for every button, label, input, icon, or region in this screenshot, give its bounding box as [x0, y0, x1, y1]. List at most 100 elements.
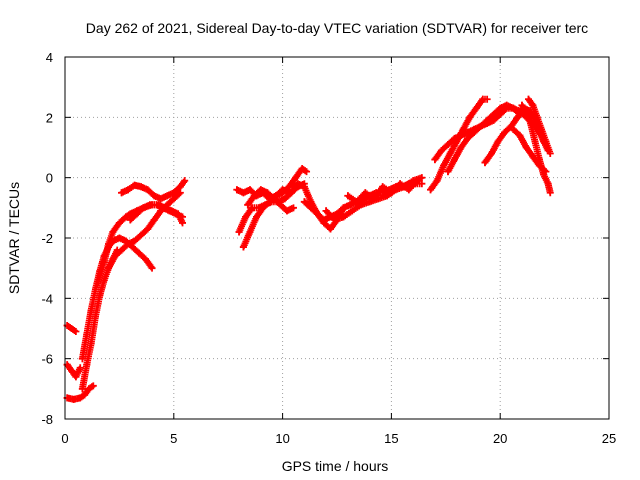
- data-point: [546, 189, 554, 197]
- series-trace: [431, 104, 522, 164]
- data-point: [148, 264, 156, 272]
- data-point: [263, 189, 271, 197]
- data-point: [292, 174, 300, 182]
- data-point: [366, 198, 374, 206]
- data-point: [457, 144, 465, 151]
- data-point: [165, 207, 173, 215]
- series-arc-13: [244, 186, 297, 215]
- data-point: [524, 95, 532, 103]
- data-point: [131, 181, 139, 189]
- data-point: [115, 219, 123, 227]
- chart-title: Day 262 of 2021, Sidereal Day-to-day VTE…: [86, 20, 588, 36]
- data-point: [76, 394, 84, 402]
- data-point: [294, 180, 302, 188]
- data-point: [405, 186, 413, 194]
- data-point: [344, 192, 352, 200]
- data-point: [126, 210, 134, 218]
- data-point: [322, 207, 330, 215]
- data-point: [279, 189, 287, 197]
- data-point: [496, 110, 504, 118]
- y-tick-label: 2: [46, 110, 53, 125]
- series-arc-14: [287, 180, 348, 233]
- data-point: [544, 180, 552, 188]
- data-point: [144, 186, 152, 194]
- data-point: [85, 385, 93, 393]
- y-tick-label: -2: [41, 231, 53, 246]
- data-point: [287, 189, 295, 197]
- data-point: [87, 340, 95, 348]
- data-point: [150, 192, 158, 200]
- series-arc-1: [63, 321, 80, 336]
- data-point: [496, 104, 504, 112]
- data-point: [91, 285, 99, 293]
- data-point: [427, 186, 435, 194]
- data-point: [150, 216, 158, 224]
- data-point: [170, 195, 178, 203]
- data-point: [72, 373, 80, 381]
- data-point: [509, 104, 517, 112]
- data-point: [111, 252, 119, 260]
- data-point: [259, 204, 267, 212]
- data-point: [444, 168, 452, 176]
- x-tick-label: 15: [384, 431, 398, 446]
- data-point: [285, 183, 293, 191]
- data-point: [89, 382, 97, 390]
- series-arc-12: [239, 165, 311, 251]
- data-point: [283, 207, 291, 215]
- data-point: [118, 246, 126, 254]
- data-point: [144, 225, 152, 233]
- data-point: [418, 180, 426, 188]
- data-point: [139, 204, 147, 212]
- data-point: [320, 216, 328, 224]
- series-arc-23: [524, 95, 554, 158]
- data-point: [105, 240, 113, 248]
- data-point: [383, 192, 391, 200]
- data-point: [546, 150, 554, 158]
- data-point: [464, 134, 472, 142]
- data-point: [437, 147, 445, 155]
- x-axis-label: GPS time / hours: [282, 458, 389, 474]
- series-arc-17: [344, 177, 422, 206]
- data-point: [300, 183, 308, 191]
- data-point: [135, 249, 143, 257]
- series-arc-9: [126, 201, 187, 224]
- data-point: [379, 183, 387, 191]
- y-tick-label: -6: [41, 352, 53, 367]
- data-point: [466, 113, 474, 121]
- data-point: [307, 204, 315, 212]
- data-point: [346, 201, 354, 209]
- data-point: [516, 131, 524, 139]
- series-arc-24: [509, 125, 550, 176]
- y-tick-label: -8: [41, 412, 53, 427]
- data-point: [78, 355, 86, 363]
- data-point: [527, 119, 535, 127]
- data-point: [538, 125, 546, 133]
- data-point: [472, 104, 480, 112]
- data-point: [444, 140, 452, 148]
- series-arc-2: [63, 361, 84, 381]
- data-point: [133, 210, 141, 218]
- data-point: [78, 385, 86, 393]
- data-point: [109, 228, 117, 236]
- data-point: [509, 125, 517, 133]
- data-point: [326, 225, 334, 233]
- data-point: [340, 213, 348, 221]
- data-point: [233, 186, 241, 194]
- data-point: [529, 101, 537, 109]
- data-point: [387, 189, 395, 197]
- data-point: [518, 101, 526, 109]
- data-point: [87, 306, 95, 314]
- series-trace: [287, 180, 347, 233]
- data-point: [170, 189, 178, 197]
- data-point: [307, 198, 315, 206]
- x-tick-labels: 0 5 10 15 20 25: [61, 431, 616, 446]
- data-point: [242, 213, 250, 221]
- data-point: [246, 186, 254, 194]
- data-point: [94, 279, 102, 287]
- series-arc-8: [118, 177, 189, 203]
- data-point: [163, 192, 171, 200]
- data-point: [533, 113, 541, 121]
- data-point: [433, 177, 441, 185]
- data-point: [501, 128, 509, 136]
